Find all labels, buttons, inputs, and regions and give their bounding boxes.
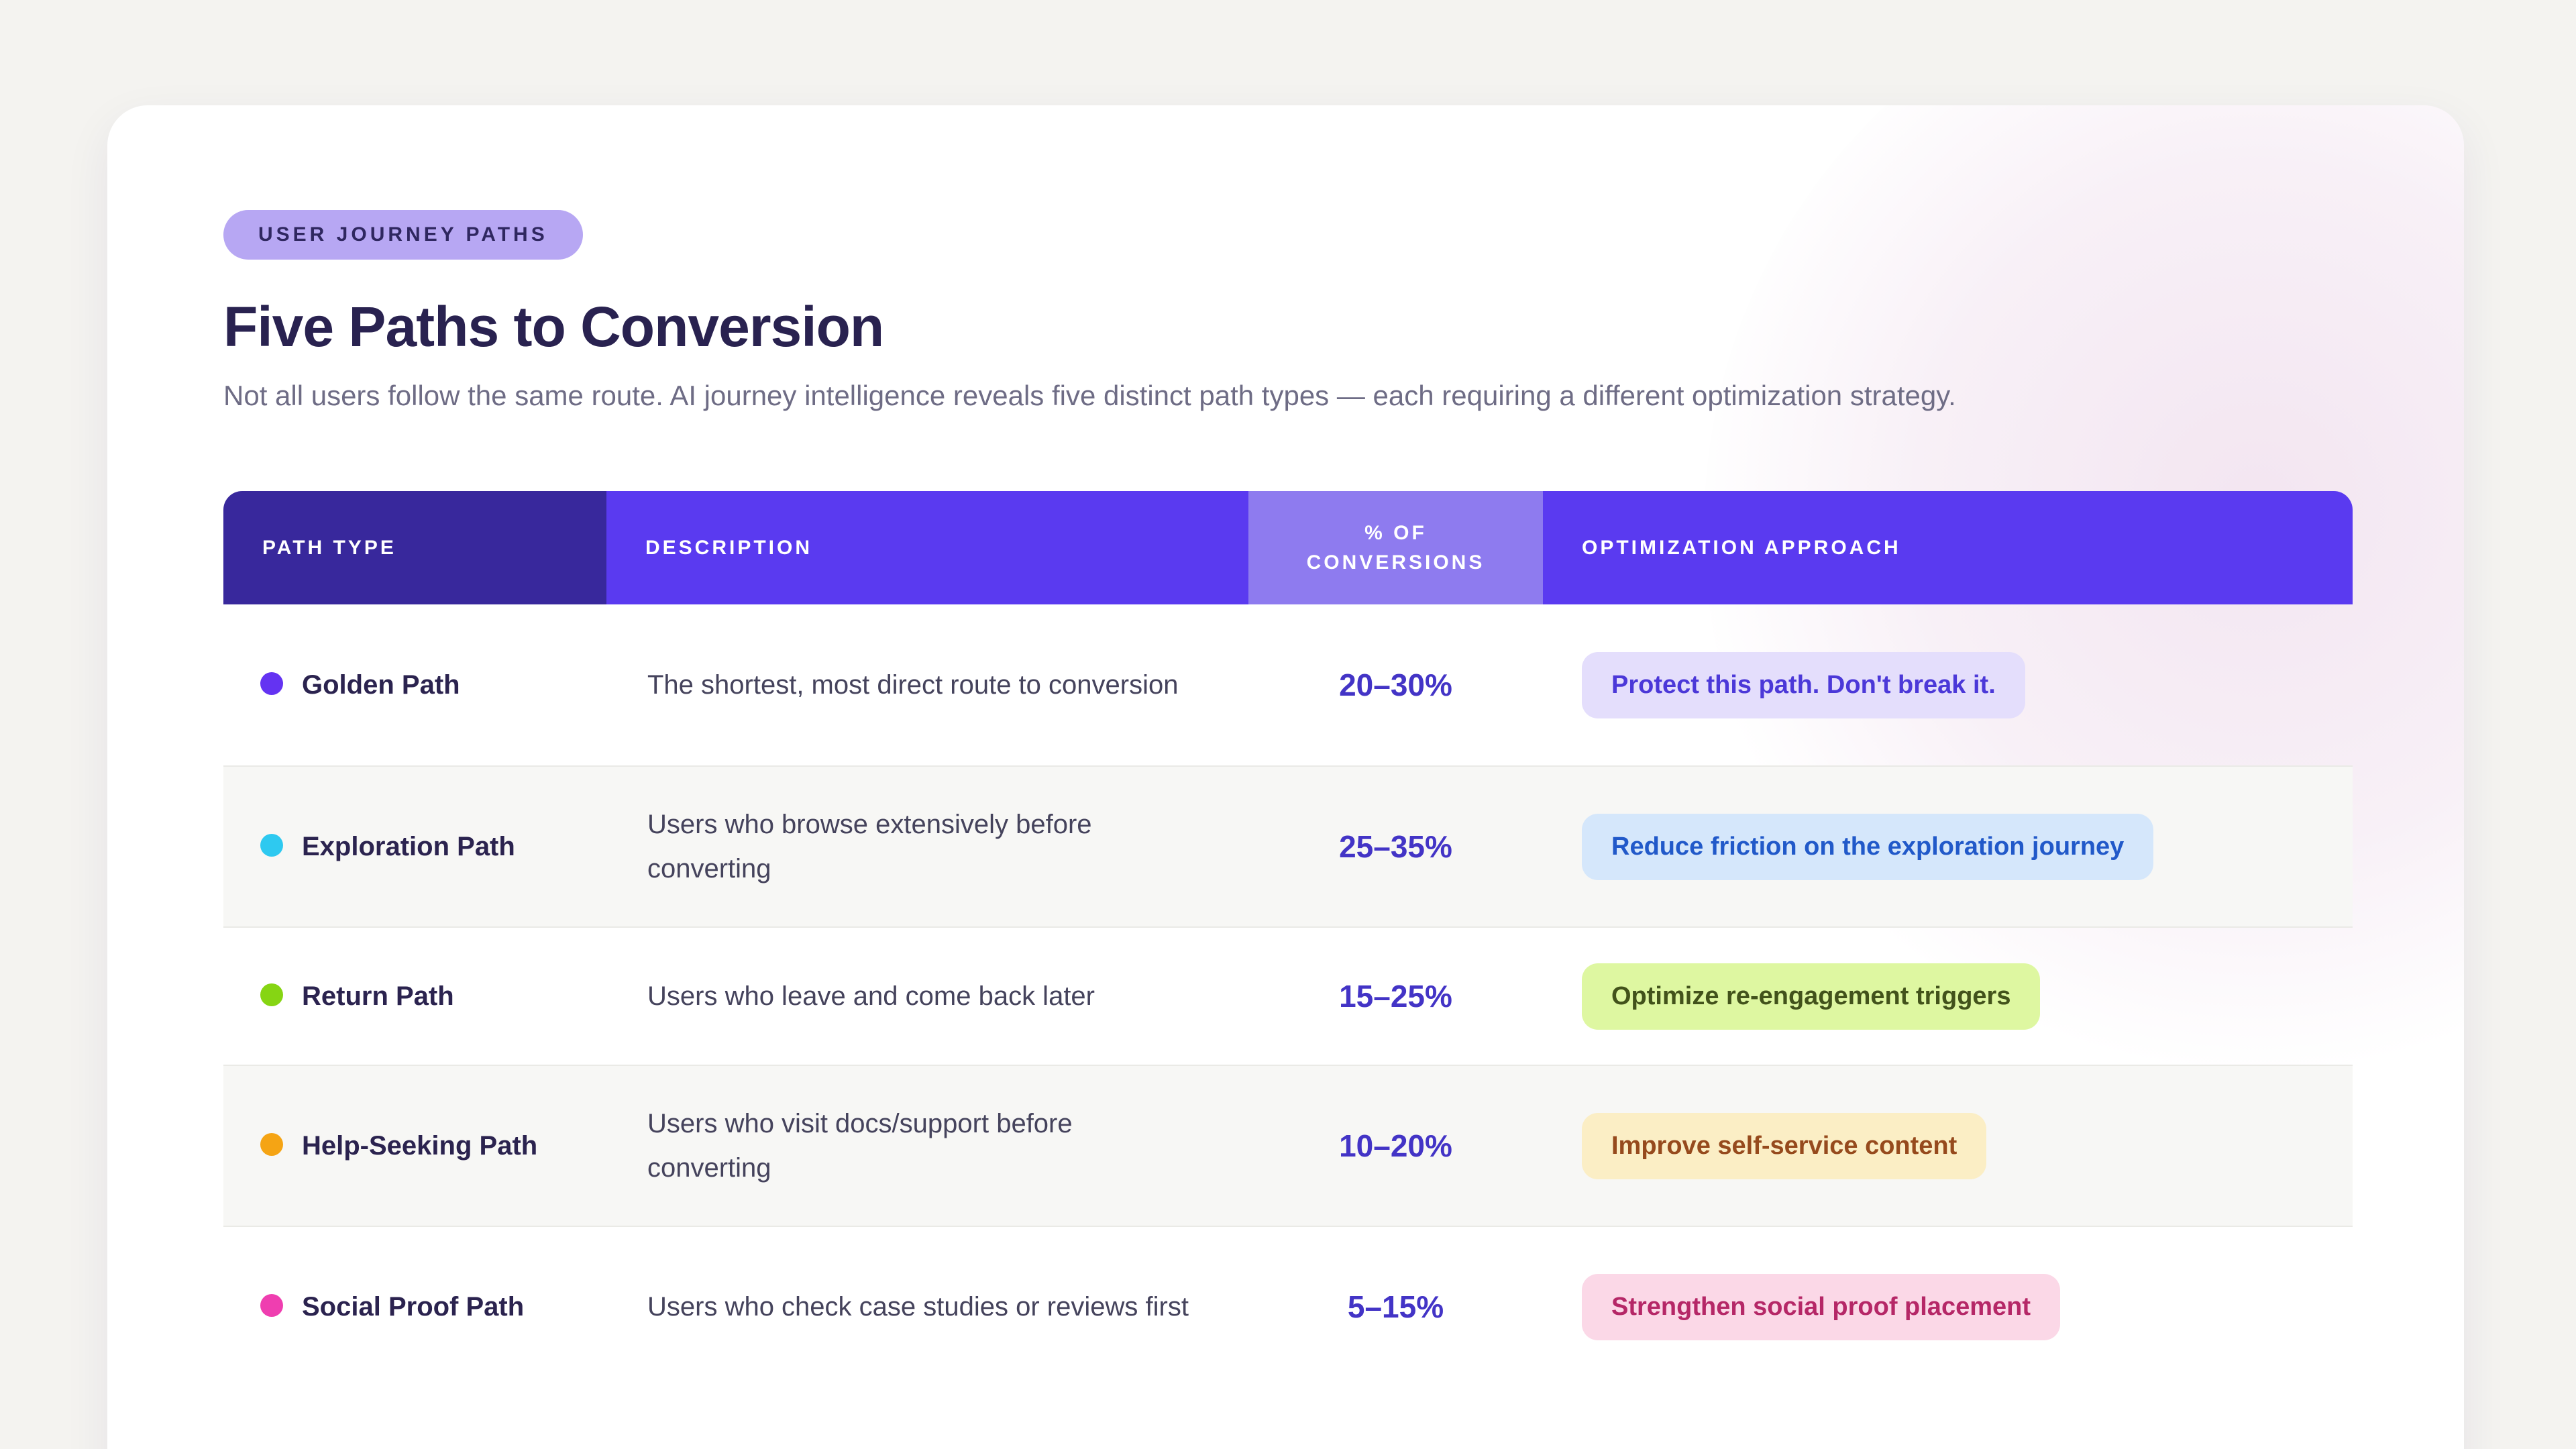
path-color-dot-icon <box>260 672 283 696</box>
column-header-conversions: % OF CONVERSIONS <box>1248 491 1543 605</box>
description-cell: The shortest, most direct route to conve… <box>647 670 1179 700</box>
path-name: Return Path <box>302 981 454 1012</box>
path-color-dot-icon <box>260 834 283 857</box>
description-cell: Users who check case studies or reviews … <box>647 1292 1189 1322</box>
approach-cell: Reduce friction on the exploration journ… <box>1543 794 2353 901</box>
card-content: USER JOURNEY PATHS Five Paths to Convers… <box>107 105 2464 1387</box>
approach-badge: Optimize re-engagement triggers <box>1582 963 2041 1030</box>
table-row: Social Proof Path Users who check case s… <box>223 1226 2353 1387</box>
conversions-value: 10–20% <box>1339 1128 1452 1164</box>
approach-cell: Improve self-service content <box>1543 1093 2353 1200</box>
path-name: Exploration Path <box>302 832 515 862</box>
table-header-row: PATH TYPE DESCRIPTION % OF CONVERSIONS O… <box>223 491 2353 605</box>
approach-badge: Improve self-service content <box>1582 1112 1987 1180</box>
conversions-value: 25–35% <box>1339 829 1452 865</box>
path-name: Social Proof Path <box>302 1292 525 1322</box>
approach-badge: Protect this path. Don't break it. <box>1582 651 2025 719</box>
description-cell: Users who leave and come back later <box>647 981 1095 1012</box>
approach-cell: Optimize re-engagement triggers <box>1543 943 2353 1051</box>
section-badge: USER JOURNEY PATHS <box>223 210 583 260</box>
column-header-description: DESCRIPTION <box>606 491 1248 605</box>
path-type-cell: Exploration Path <box>223 806 606 888</box>
description-cell: Users who browse extensively before conv… <box>647 810 1092 884</box>
page-title: Five Paths to Conversion <box>223 295 884 358</box>
path-type-cell: Social Proof Path <box>223 1266 606 1348</box>
conversions-value: 5–15% <box>1347 1289 1444 1325</box>
conversions-value: 20–30% <box>1339 667 1452 703</box>
approach-cell: Strengthen social proof placement <box>1543 1254 2353 1361</box>
path-type-cell: Return Path <box>223 955 606 1037</box>
path-color-dot-icon <box>260 983 283 1007</box>
paths-table: PATH TYPE DESCRIPTION % OF CONVERSIONS O… <box>223 491 2353 1387</box>
column-header-optimization: OPTIMIZATION APPROACH <box>1543 491 2353 605</box>
table-body: Golden Path The shortest, most direct ro… <box>223 604 2353 1387</box>
path-type-cell: Help-Seeking Path <box>223 1105 606 1187</box>
description-cell: Users who visit docs/support before conv… <box>647 1109 1073 1183</box>
table-row: Return Path Users who leave and come bac… <box>223 926 2353 1065</box>
column-header-path-type: PATH TYPE <box>223 491 606 605</box>
approach-badge: Strengthen social proof placement <box>1582 1273 2060 1341</box>
path-name: Help-Seeking Path <box>302 1131 538 1161</box>
path-color-dot-icon <box>260 1294 283 1318</box>
path-type-cell: Golden Path <box>223 644 606 726</box>
path-name: Golden Path <box>302 670 460 700</box>
table-row: Exploration Path Users who browse extens… <box>223 765 2353 927</box>
content-card: USER JOURNEY PATHS Five Paths to Convers… <box>107 105 2464 1449</box>
page-subtitle: Not all users follow the same route. AI … <box>223 379 1956 411</box>
conversions-value: 15–25% <box>1339 979 1452 1014</box>
approach-cell: Protect this path. Don't break it. <box>1543 632 2353 739</box>
approach-badge: Reduce friction on the exploration journ… <box>1582 813 2154 881</box>
table-row: Golden Path The shortest, most direct ro… <box>223 604 2353 765</box>
path-color-dot-icon <box>260 1133 283 1157</box>
table-row: Help-Seeking Path Users who visit docs/s… <box>223 1065 2353 1226</box>
